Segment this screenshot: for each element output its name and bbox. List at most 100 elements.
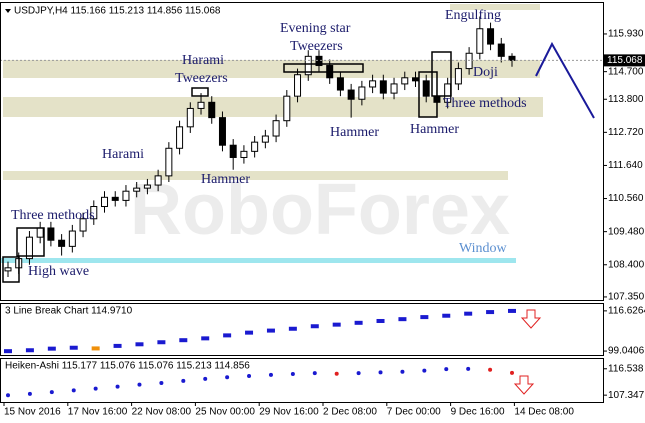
- candle-body: [508, 55, 516, 61]
- candle-body: [304, 55, 312, 76]
- brick: [376, 318, 385, 323]
- window-band: [0, 258, 516, 263]
- brick: [25, 348, 34, 353]
- candle-body: [47, 227, 55, 241]
- candle-body: [369, 80, 377, 88]
- x-tick-label: 14 Dec 08:00: [514, 407, 574, 418]
- brick: [201, 336, 210, 341]
- y-tick-label: 112.720: [608, 127, 644, 138]
- zone: [3, 171, 508, 180]
- pattern-box: [16, 227, 45, 257]
- candle-body: [487, 28, 495, 45]
- ha-dot: [225, 375, 230, 380]
- panel-frame: [0, 358, 604, 403]
- candle-body: [90, 206, 98, 220]
- brick: [508, 308, 516, 313]
- brick: [47, 346, 56, 351]
- y-tick-label: 99.0406: [608, 346, 645, 357]
- ha-dot: [137, 382, 142, 387]
- ha-dot: [159, 380, 164, 385]
- candle-body: [186, 107, 194, 128]
- down-arrow: [520, 309, 542, 329]
- candle-body: [79, 218, 87, 232]
- ha-dot: [290, 372, 295, 377]
- pattern-box: [283, 63, 364, 73]
- candle-body: [315, 55, 323, 67]
- candle-body: [4, 267, 12, 272]
- x-tick-label: 2 Dec 08:00: [323, 407, 377, 418]
- candle-body: [261, 135, 269, 143]
- candle-body: [336, 77, 344, 91]
- brick: [464, 311, 473, 316]
- candle-body: [411, 77, 419, 82]
- candle-body: [283, 95, 291, 122]
- candle-body: [390, 83, 398, 94]
- brick: [442, 313, 451, 318]
- pattern-box: [431, 51, 452, 97]
- ha-dot: [181, 378, 186, 383]
- candle-body: [218, 117, 226, 146]
- brick: [354, 320, 363, 325]
- x-tick-label: 22 Nov 08:00: [132, 407, 192, 418]
- x-tick-label: 25 Nov 00:00: [195, 407, 255, 418]
- annotation: Hammer: [201, 172, 250, 187]
- last-price-box: [604, 54, 645, 67]
- candle-body: [25, 236, 33, 260]
- ha-dot: [378, 370, 383, 375]
- forecast-arrow: [535, 41, 595, 119]
- brick: [91, 346, 100, 351]
- candle-body: [111, 196, 119, 201]
- candle-body: [476, 28, 484, 54]
- candle-body: [422, 80, 430, 97]
- y-tick-label: 115.930: [608, 29, 644, 40]
- candle-body: [229, 144, 237, 158]
- ha-dot: [510, 370, 514, 375]
- y-tick-label: 116.538: [608, 363, 644, 374]
- y-tick-label: 107.350: [608, 292, 645, 303]
- annotation: High wave: [28, 264, 89, 279]
- ha-dot: [93, 386, 98, 391]
- brick: [69, 345, 78, 350]
- annotation: Hammer: [410, 122, 459, 137]
- x-tick-label: 29 Nov 16:00: [259, 407, 319, 418]
- brick: [398, 317, 407, 322]
- candle-body: [165, 147, 173, 177]
- annotation: Evening star: [280, 21, 351, 36]
- brick: [179, 338, 188, 343]
- annotation: Engulfing: [445, 8, 501, 23]
- annotation: Harami: [182, 53, 224, 68]
- ha-dot: [488, 367, 493, 372]
- y-tick-label: 114.700: [608, 66, 644, 77]
- panel-title: 3 Line Break Chart 114.9710: [5, 306, 133, 317]
- candle-body: [176, 126, 184, 149]
- pattern-box: [191, 87, 209, 97]
- pattern-box: [418, 71, 438, 118]
- ha-dot: [49, 390, 54, 395]
- panel-frame: [0, 303, 604, 356]
- ha-dot: [203, 376, 208, 381]
- down-arrow: [513, 375, 535, 395]
- brick: [310, 324, 319, 329]
- ha-dot: [247, 374, 252, 379]
- ha-dot: [422, 368, 427, 373]
- x-tick-label: 15 Nov 2016: [4, 407, 61, 418]
- brick: [486, 310, 495, 315]
- candle-body: [272, 120, 280, 137]
- y-tick-label: 109.480: [608, 226, 645, 237]
- annotation: Tweezers: [175, 71, 228, 86]
- brick: [420, 315, 429, 320]
- ha-dot: [115, 384, 120, 389]
- brick: [113, 343, 122, 348]
- brick: [4, 349, 12, 354]
- candle-body: [68, 230, 76, 247]
- ha-dot: [444, 367, 449, 372]
- annotation: Hammer: [330, 125, 379, 140]
- candle-body: [133, 187, 141, 192]
- annotation: Three methods: [443, 96, 527, 111]
- brick: [266, 328, 275, 333]
- candle-body: [58, 239, 66, 247]
- y-tick-label: 113.800: [608, 94, 644, 105]
- panel-title: Heiken-Ashi 115.177 115.076 115.076 115.…: [5, 361, 250, 372]
- brick: [157, 340, 166, 345]
